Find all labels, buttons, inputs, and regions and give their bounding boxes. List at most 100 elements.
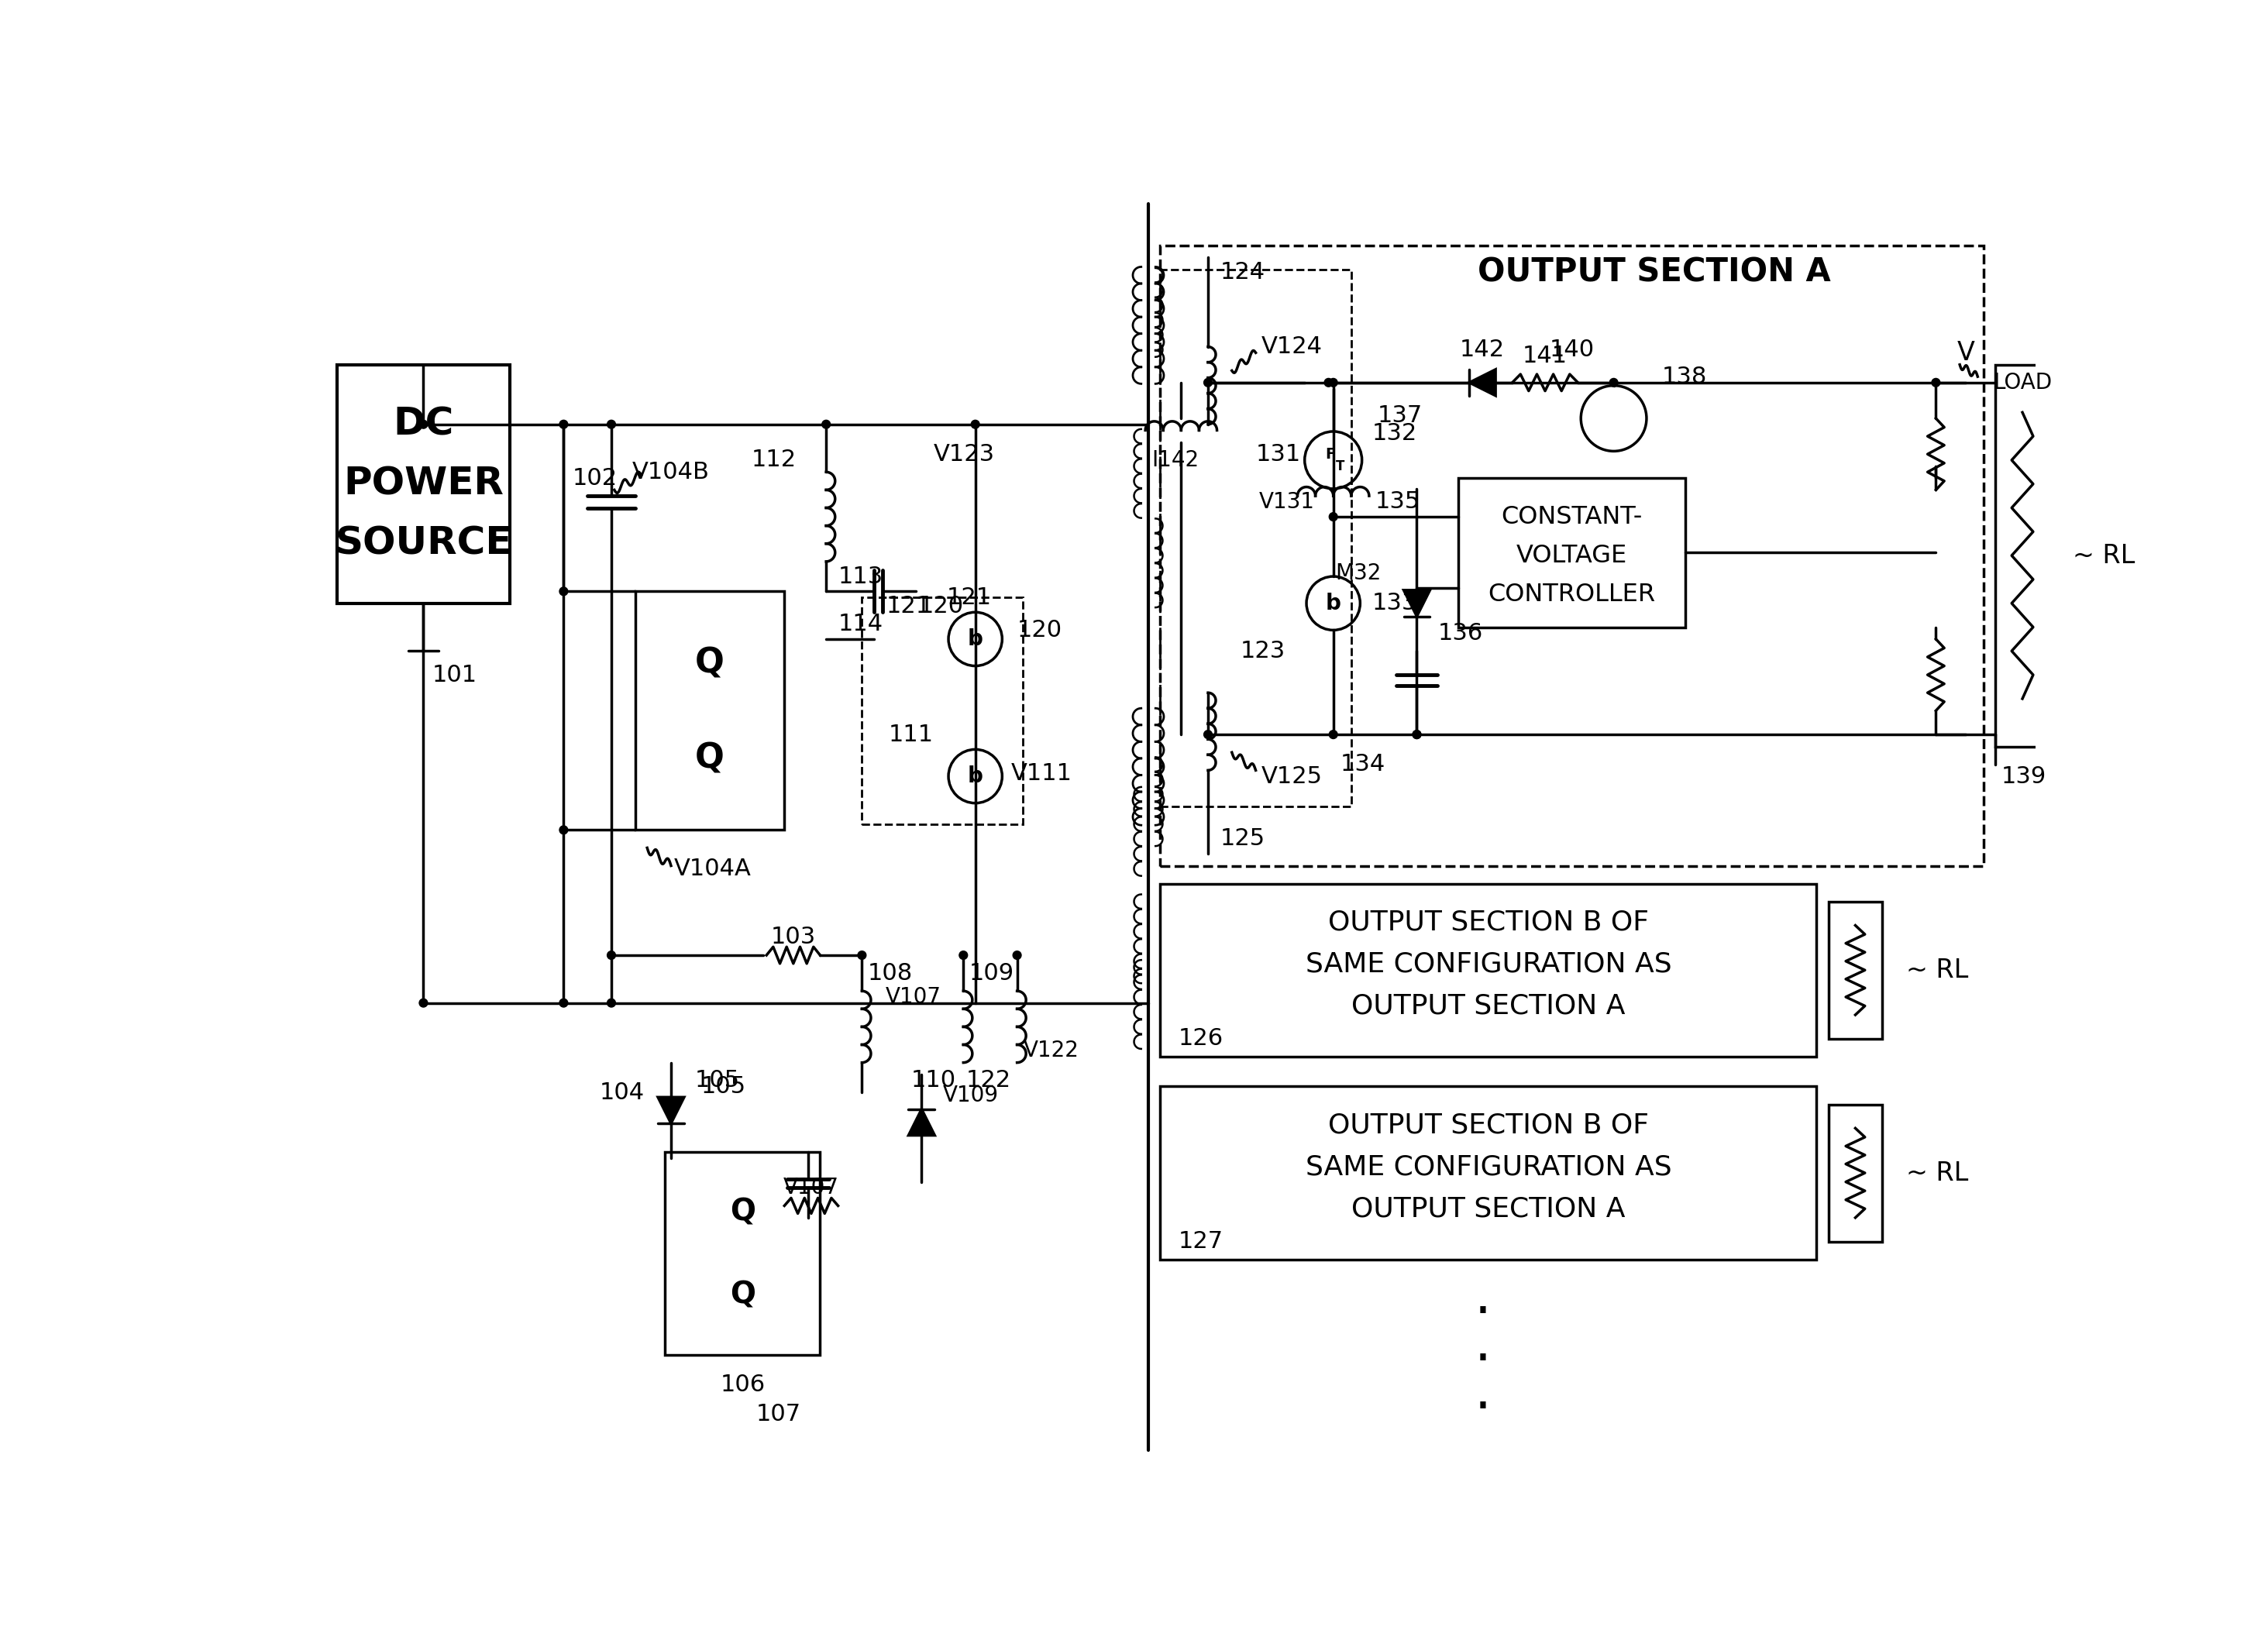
Text: SOURCE: SOURCE <box>336 525 513 562</box>
Circle shape <box>1014 950 1021 960</box>
Text: POWER: POWER <box>342 466 503 502</box>
Circle shape <box>1325 379 1334 387</box>
Text: 112: 112 <box>751 450 796 471</box>
Text: OUTPUT SECTION A: OUTPUT SECTION A <box>1352 993 1626 1019</box>
Text: 141: 141 <box>1522 344 1567 367</box>
Bar <box>1161 1087 1817 1260</box>
Circle shape <box>1329 379 1338 387</box>
Text: ~ RL: ~ RL <box>1905 957 1969 983</box>
Circle shape <box>608 998 615 1006</box>
Bar <box>1996 364 2050 746</box>
Text: OUTPUT SECTION A: OUTPUT SECTION A <box>1352 1196 1626 1222</box>
Text: I142: I142 <box>1152 450 1200 471</box>
Text: 131: 131 <box>1256 443 1302 466</box>
Text: OUTPUT SECTION B OF: OUTPUT SECTION B OF <box>1329 909 1649 935</box>
Text: 107: 107 <box>755 1403 801 1426</box>
Text: 109: 109 <box>968 962 1014 985</box>
Text: b: b <box>968 766 982 787</box>
Circle shape <box>608 420 615 428</box>
Bar <box>862 598 1023 824</box>
Text: Q: Q <box>694 646 723 680</box>
Polygon shape <box>1404 590 1429 616</box>
Text: 124: 124 <box>1220 260 1266 283</box>
Polygon shape <box>909 1108 934 1135</box>
Text: V107: V107 <box>887 987 941 1008</box>
Text: 125: 125 <box>1220 828 1266 850</box>
Text: 140: 140 <box>1549 339 1594 361</box>
Circle shape <box>1329 730 1338 738</box>
Text: SAME CONFIGURATION AS: SAME CONFIGURATION AS <box>1306 950 1672 977</box>
Text: CONTROLLER: CONTROLLER <box>1488 583 1656 606</box>
Text: b: b <box>968 628 982 651</box>
Text: ~ RL: ~ RL <box>1905 1159 1969 1186</box>
Text: b: b <box>1325 593 1340 614</box>
Text: 135: 135 <box>1374 491 1420 514</box>
Bar <box>1161 884 1817 1057</box>
Bar <box>1828 1105 1882 1242</box>
Circle shape <box>420 998 429 1006</box>
Text: Q: Q <box>730 1197 755 1227</box>
Text: 142: 142 <box>1461 339 1506 361</box>
Text: M32: M32 <box>1336 563 1381 585</box>
Text: 139: 139 <box>2003 764 2046 787</box>
Text: V124: V124 <box>1261 336 1322 357</box>
Text: 123: 123 <box>1241 639 1286 662</box>
Text: ·: · <box>1474 1334 1490 1387</box>
Circle shape <box>1610 379 1617 387</box>
Circle shape <box>608 950 615 960</box>
Bar <box>1828 901 1882 1039</box>
Bar <box>1161 245 1985 866</box>
Text: ·: · <box>1474 1288 1490 1339</box>
Polygon shape <box>1470 369 1495 395</box>
Bar <box>1161 268 1352 805</box>
Circle shape <box>560 998 567 1006</box>
Text: CONSTANT-: CONSTANT- <box>1501 504 1642 529</box>
Text: OUTPUT SECTION B OF: OUTPUT SECTION B OF <box>1329 1112 1649 1138</box>
Text: 104: 104 <box>599 1080 644 1103</box>
Text: 120: 120 <box>919 595 964 618</box>
Circle shape <box>821 420 830 428</box>
Circle shape <box>1413 730 1422 738</box>
Text: 105: 105 <box>694 1069 739 1092</box>
Circle shape <box>560 588 567 596</box>
Text: 132: 132 <box>1372 422 1418 445</box>
Text: 138: 138 <box>1662 366 1708 387</box>
Text: V111: V111 <box>1012 763 1073 784</box>
Text: F: F <box>1325 446 1336 461</box>
Text: 105: 105 <box>701 1075 746 1097</box>
Circle shape <box>857 950 866 960</box>
Text: 110: 110 <box>912 1069 957 1092</box>
Text: V: V <box>1957 339 1975 366</box>
Text: 108: 108 <box>869 962 914 985</box>
Text: 121: 121 <box>946 586 991 608</box>
Text: V109: V109 <box>943 1084 998 1107</box>
Bar <box>665 1151 821 1355</box>
Text: 120: 120 <box>1016 619 1061 641</box>
Circle shape <box>1329 512 1338 520</box>
Circle shape <box>959 950 968 960</box>
Text: V104B: V104B <box>633 461 710 483</box>
Text: Q: Q <box>694 741 723 776</box>
Circle shape <box>971 420 980 428</box>
Bar <box>1458 478 1685 628</box>
Text: V131: V131 <box>1259 491 1315 512</box>
Text: Q: Q <box>730 1280 755 1309</box>
Text: LOAD: LOAD <box>1994 372 2053 394</box>
Circle shape <box>1413 730 1422 738</box>
Text: 106: 106 <box>721 1374 764 1397</box>
Bar <box>338 364 510 603</box>
Text: SAME CONFIGURATION AS: SAME CONFIGURATION AS <box>1306 1155 1672 1181</box>
Circle shape <box>560 420 567 428</box>
Text: 102: 102 <box>572 466 617 489</box>
Bar <box>635 591 785 830</box>
Text: OUTPUT SECTION A: OUTPUT SECTION A <box>1479 255 1830 288</box>
Text: V125: V125 <box>1261 764 1322 787</box>
Text: DC: DC <box>392 405 454 443</box>
Text: ·: · <box>1474 1382 1490 1435</box>
Text: 134: 134 <box>1340 753 1386 776</box>
Text: T: T <box>1336 460 1345 473</box>
Circle shape <box>560 825 567 833</box>
Text: 126: 126 <box>1177 1028 1222 1049</box>
Text: 113: 113 <box>839 565 882 588</box>
Text: 137: 137 <box>1377 404 1422 427</box>
